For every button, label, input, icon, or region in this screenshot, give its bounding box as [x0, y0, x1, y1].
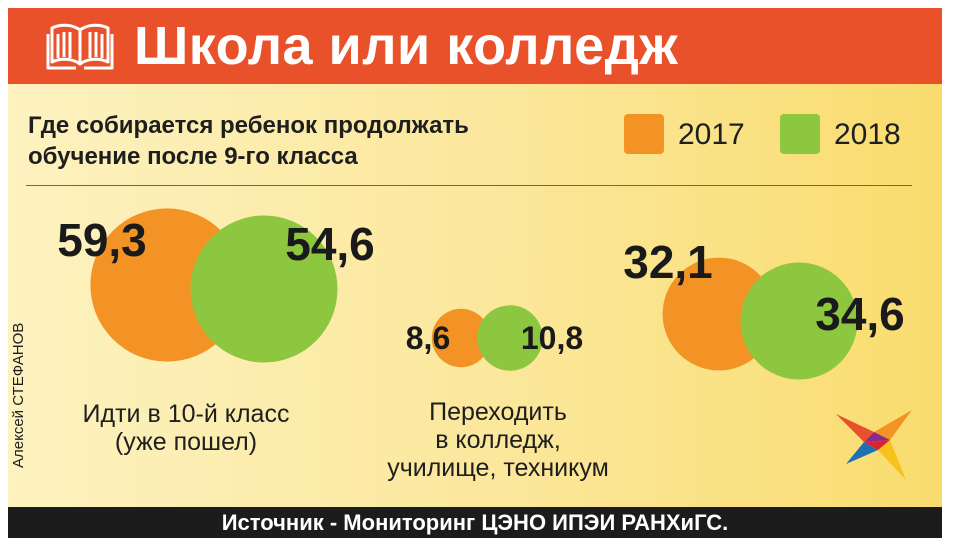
infographic-frame: Школа или колледж Где собирается ребенок… [8, 8, 942, 538]
category-label-college: Переходить в колледж, училище, техникум [348, 398, 648, 482]
author-credit: Алексей СТЕФАНОВ [10, 322, 27, 468]
category-label-line: в колледж, [435, 426, 561, 454]
divider-line [26, 185, 912, 186]
value-label-2018-2: 10,8 [521, 320, 583, 356]
bubble-2018-2 [477, 305, 543, 371]
subtitle-line-1: Где собирается ребенок продолжать [28, 112, 469, 139]
bubble-2017-2 [431, 308, 491, 368]
bubble-2018-3 [740, 262, 858, 380]
category-label-10th-grade: Идти в 10-й класс (уже пошел) [46, 400, 326, 456]
chart-subtitle: Где собирается ребенок продолжать обучен… [28, 110, 588, 172]
value-label-2018-3: 34,6 [815, 288, 905, 340]
category-label-line: Переходить [429, 398, 567, 426]
value-label-2017-3: 32,1 [623, 236, 713, 288]
legend-swatch-orange [624, 114, 664, 154]
bubble-2018-1 [190, 215, 338, 363]
subtitle-line-2: обучение после 9-го класса [28, 143, 358, 170]
page-title: Школа или колледж [134, 16, 679, 76]
legend-label: 2018 [834, 118, 901, 151]
value-label-2018-1: 54,6 [285, 218, 375, 270]
legend-label: 2017 [678, 118, 745, 151]
header-bar: Школа или колледж [8, 8, 942, 84]
bubble-chart: 59,3 54,6 8,6 10,8 32,1 34,6 [57, 208, 905, 380]
category-label-line: (уже пошел) [114, 428, 258, 456]
category-label-line: училище, техникум [387, 454, 609, 482]
category-label-line: Идти в 10-й класс [82, 400, 290, 428]
legend-swatch-green [780, 114, 820, 154]
source-footer: Источник - Мониторинг ЦЭНО ИПЭИ РАНХиГС. [8, 507, 942, 538]
value-label-2017-2: 8,6 [406, 320, 450, 356]
bird-logo-icon [836, 410, 912, 480]
value-label-2017-1: 59,3 [57, 214, 147, 266]
open-book-icon [46, 23, 114, 70]
